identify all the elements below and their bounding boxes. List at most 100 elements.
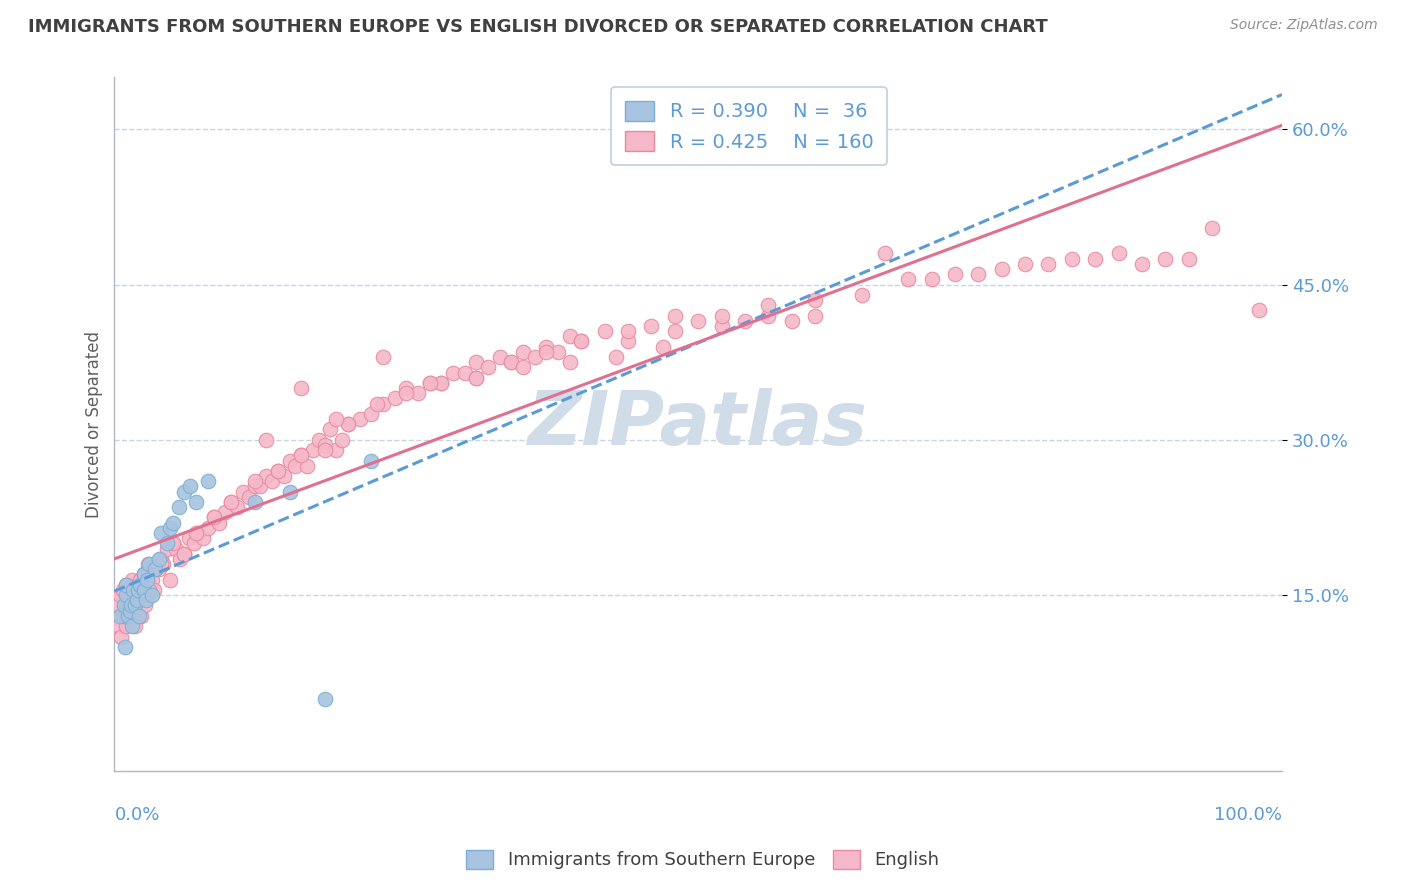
Point bbox=[371, 396, 394, 410]
Point bbox=[202, 510, 225, 524]
Point bbox=[165, 541, 187, 556]
Point bbox=[143, 562, 166, 576]
Point bbox=[238, 490, 260, 504]
Point bbox=[1201, 220, 1223, 235]
Point bbox=[110, 608, 132, 623]
Point bbox=[290, 448, 312, 462]
Point bbox=[150, 526, 173, 541]
Point bbox=[290, 448, 312, 462]
Point bbox=[804, 309, 827, 323]
Point bbox=[197, 521, 219, 535]
Point bbox=[465, 370, 488, 384]
Point bbox=[1014, 257, 1036, 271]
Point bbox=[325, 443, 347, 458]
Point bbox=[360, 407, 382, 421]
Text: ZIPatlas: ZIPatlas bbox=[529, 388, 868, 461]
Point bbox=[136, 557, 159, 571]
Point bbox=[395, 381, 418, 395]
Point bbox=[314, 443, 336, 458]
Point bbox=[488, 350, 510, 364]
Point bbox=[295, 458, 318, 473]
Point bbox=[219, 495, 242, 509]
Point bbox=[128, 608, 150, 623]
Point bbox=[558, 355, 581, 369]
Point bbox=[430, 376, 453, 390]
Point bbox=[114, 640, 136, 654]
Point bbox=[132, 567, 155, 582]
Point bbox=[156, 536, 179, 550]
Point bbox=[827, 143, 849, 157]
Point bbox=[1038, 257, 1060, 271]
Point bbox=[477, 360, 499, 375]
Point bbox=[605, 350, 627, 364]
Point bbox=[118, 604, 141, 618]
Point bbox=[143, 582, 166, 597]
Point bbox=[512, 344, 534, 359]
Point bbox=[501, 355, 523, 369]
Point bbox=[360, 453, 382, 467]
Point bbox=[125, 593, 148, 607]
Point bbox=[162, 536, 184, 550]
Legend: R = 0.390    N =  36, R = 0.425    N = 160: R = 0.390 N = 36, R = 0.425 N = 160 bbox=[612, 87, 887, 165]
Point bbox=[150, 557, 173, 571]
Point bbox=[384, 392, 406, 406]
Point bbox=[1108, 246, 1130, 260]
Point bbox=[115, 619, 138, 633]
Point bbox=[273, 469, 295, 483]
Point bbox=[148, 552, 170, 566]
Point bbox=[243, 475, 266, 489]
Point bbox=[267, 464, 290, 478]
Point bbox=[122, 582, 145, 597]
Point bbox=[110, 588, 132, 602]
Point bbox=[897, 272, 920, 286]
Point bbox=[208, 516, 231, 530]
Point bbox=[967, 267, 990, 281]
Point bbox=[124, 619, 146, 633]
Point bbox=[129, 573, 152, 587]
Point bbox=[122, 582, 145, 597]
Point bbox=[990, 262, 1012, 277]
Point bbox=[243, 479, 266, 493]
Legend: Immigrants from Southern Europe, English: Immigrants from Southern Europe, English bbox=[457, 841, 949, 879]
Point bbox=[419, 376, 441, 390]
Point bbox=[112, 599, 135, 613]
Point bbox=[254, 469, 277, 483]
Point bbox=[756, 309, 779, 323]
Point bbox=[115, 578, 138, 592]
Point bbox=[558, 329, 581, 343]
Point bbox=[284, 458, 307, 473]
Point bbox=[1177, 252, 1199, 266]
Point bbox=[921, 272, 943, 286]
Point bbox=[179, 531, 201, 545]
Point bbox=[127, 582, 149, 597]
Point bbox=[145, 557, 167, 571]
Point bbox=[169, 552, 191, 566]
Point bbox=[132, 567, 155, 582]
Point bbox=[547, 344, 569, 359]
Point bbox=[124, 608, 146, 623]
Point bbox=[187, 526, 209, 541]
Point bbox=[710, 309, 733, 323]
Point bbox=[141, 588, 163, 602]
Point bbox=[851, 288, 873, 302]
Point bbox=[366, 396, 388, 410]
Point bbox=[112, 608, 135, 623]
Point bbox=[278, 484, 301, 499]
Point bbox=[152, 557, 174, 571]
Point bbox=[1154, 252, 1177, 266]
Point bbox=[111, 582, 134, 597]
Point bbox=[131, 582, 153, 597]
Point bbox=[135, 593, 157, 607]
Point bbox=[138, 557, 160, 571]
Point bbox=[571, 334, 593, 349]
Point bbox=[395, 386, 418, 401]
Point bbox=[314, 691, 336, 706]
Point bbox=[173, 547, 195, 561]
Point bbox=[138, 578, 160, 592]
Point bbox=[148, 562, 170, 576]
Text: IMMIGRANTS FROM SOUTHERN EUROPE VS ENGLISH DIVORCED OR SEPARATED CORRELATION CHA: IMMIGRANTS FROM SOUTHERN EUROPE VS ENGLI… bbox=[28, 18, 1047, 36]
Point bbox=[441, 366, 464, 380]
Point bbox=[232, 484, 254, 499]
Point bbox=[512, 360, 534, 375]
Point bbox=[107, 599, 129, 613]
